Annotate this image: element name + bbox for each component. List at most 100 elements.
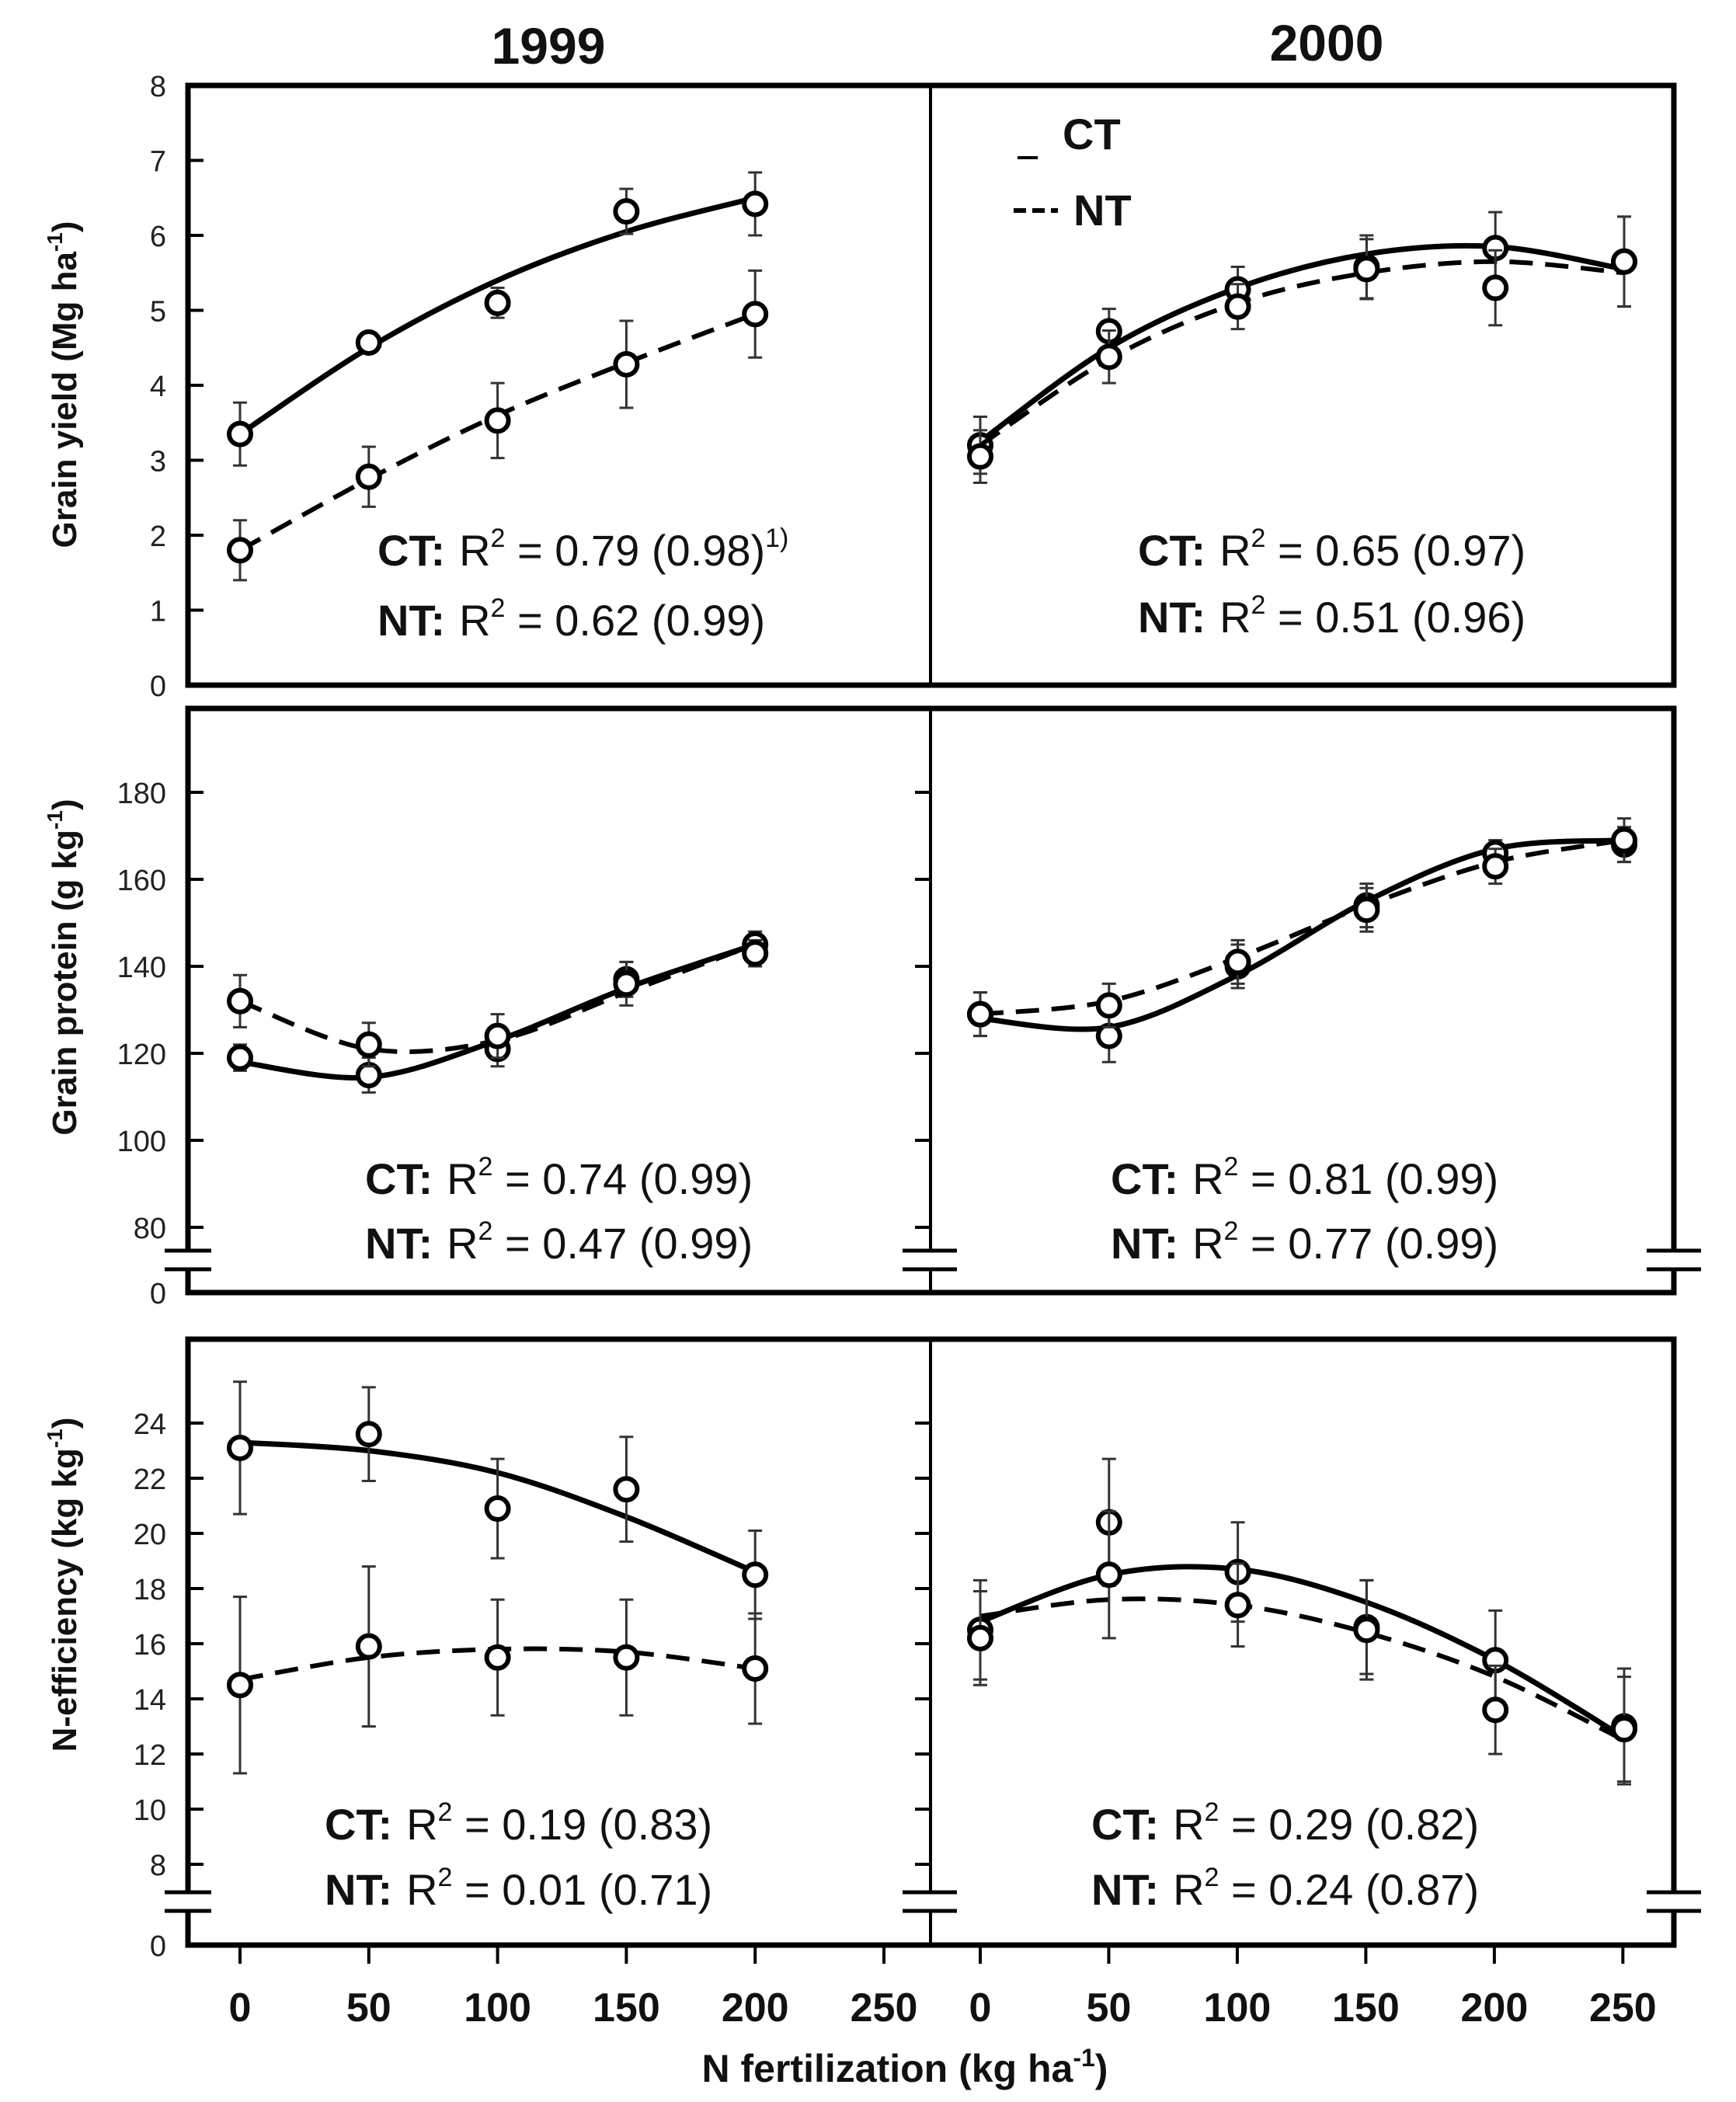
ytick-label: 3 <box>150 446 166 479</box>
fit-curve-ct <box>979 1564 1626 1740</box>
data-point-nt <box>1224 948 1251 976</box>
series-ct <box>227 171 769 467</box>
series-nt <box>227 938 769 1068</box>
data-point-nt <box>613 970 640 997</box>
ytick-label: 160 <box>117 865 166 897</box>
series-nt <box>227 1565 769 1775</box>
data-point-nt <box>613 1644 640 1671</box>
data-point-nt <box>1482 274 1509 301</box>
ytick-label: 0 <box>150 1930 166 1963</box>
chart-panel-2000-3 <box>967 1457 1637 1786</box>
chart-panel-2000-2 <box>967 817 1637 1063</box>
ytick-label: 24 <box>134 1408 166 1441</box>
ytick-label: 100 <box>117 1126 166 1158</box>
data-point-nt <box>742 301 769 328</box>
fit-curve-nt <box>979 1596 1626 1742</box>
ylabel-grain-yield: Grain yield (Mg ha-1) <box>43 221 84 548</box>
data-point-ct <box>484 1495 511 1523</box>
ytick-label: 10 <box>134 1794 166 1827</box>
legend-nt-label: NT <box>1073 186 1132 235</box>
series-ct <box>227 1380 769 1620</box>
data-point-ct <box>613 198 640 225</box>
year-title-2000: 2000 <box>1270 14 1384 71</box>
series-nt <box>967 817 1637 1038</box>
xtick-label: 50 <box>346 1985 391 2031</box>
data-point-nt <box>967 1001 993 1028</box>
ytick-label: 8 <box>150 71 166 103</box>
ytick-label: 180 <box>117 778 166 810</box>
axis-break-gap <box>165 1894 211 1909</box>
data-point-ct <box>484 289 511 316</box>
year-title-1999: 1999 <box>492 17 606 75</box>
series-ct <box>227 930 769 1094</box>
stat-nt-1: NT: R2 = 0.62 (0.99) <box>377 593 765 645</box>
chart-panel-1999-1 <box>227 171 769 582</box>
legend-ct-label: CT <box>1063 110 1121 158</box>
data-point-nt <box>742 940 769 967</box>
ytick-label: 7 <box>150 146 166 179</box>
ytick-label: 22 <box>134 1463 166 1496</box>
xtick-label: 150 <box>593 1985 660 2031</box>
stat-nt-2: NT: R2 = 0.51 (0.96) <box>1138 590 1526 642</box>
data-point-nt <box>1611 1716 1637 1743</box>
data-point-nt <box>1482 1697 1509 1724</box>
axis-break-gap <box>1647 1252 1701 1268</box>
series-nt <box>967 215 1637 484</box>
ytick-label: 2 <box>150 520 166 553</box>
ytick-label: 4 <box>150 371 166 403</box>
data-point-ct <box>355 1421 382 1448</box>
xtick-label: 100 <box>464 1985 531 2031</box>
data-point-nt <box>227 987 253 1014</box>
chart-panel-1999-2 <box>227 930 769 1094</box>
xtick-label: 250 <box>1589 1985 1657 2031</box>
data-point-ct <box>742 1561 769 1589</box>
xlabel-n-fertilization: N fertilization (kg ha-1) <box>702 2044 1108 2090</box>
data-point-nt <box>613 350 640 378</box>
data-point-nt <box>742 1655 769 1682</box>
data-point-nt <box>1482 853 1509 880</box>
xtick-label: 0 <box>229 1985 252 2031</box>
stat-ct-1: CT: R2 = 0.79 (0.98)1) <box>377 524 788 575</box>
ytick-label: 5 <box>150 296 166 329</box>
chart-panel-2000-1 <box>967 211 1637 484</box>
stat-ct-4: CT: R2 = 0.81 (0.99) <box>1111 1152 1498 1203</box>
fit-curve-nt <box>979 837 1625 1017</box>
axis-break-gap <box>165 1252 211 1268</box>
data-point-ct <box>227 420 253 447</box>
axis-break-gap <box>903 1252 957 1268</box>
axis-break-gap <box>1647 1894 1701 1909</box>
data-point-nt <box>1353 896 1380 924</box>
data-point-nt <box>484 1022 511 1049</box>
ytick-label: 12 <box>134 1739 166 1772</box>
fit-curve-ct <box>238 195 757 437</box>
data-point-nt <box>227 537 253 564</box>
stat-nt-4: NT: R2 = 0.77 (0.99) <box>1111 1216 1498 1268</box>
data-point-nt <box>1611 248 1637 275</box>
data-point-nt <box>484 407 511 434</box>
data-point-nt <box>1224 293 1251 320</box>
fit-curve-nt <box>979 259 1625 447</box>
stat-nt-3: NT: R2 = 0.47 (0.99) <box>365 1216 753 1268</box>
xtick-label: 0 <box>969 1985 992 2031</box>
data-point-nt <box>1095 343 1122 371</box>
data-point-nt <box>1095 1561 1122 1589</box>
data-point-nt <box>1353 256 1380 283</box>
stat-nt-6: NT: R2 = 0.24 (0.87) <box>1091 1863 1479 1914</box>
data-point-nt <box>355 1031 382 1058</box>
series-ct <box>967 826 1637 1063</box>
legend: CT NT <box>1014 110 1132 235</box>
xtick-label: 250 <box>851 1985 918 2031</box>
data-point-nt <box>355 463 382 490</box>
axis-break-gap <box>903 1894 957 1909</box>
xtick-label: 150 <box>1332 1985 1400 2031</box>
ytick-label: 14 <box>134 1684 166 1717</box>
ytick-label: 0 <box>150 670 166 703</box>
series-nt <box>227 269 769 582</box>
data-point-nt <box>967 443 993 470</box>
fit-curve-ct <box>979 837 1625 1032</box>
ytick-label: 140 <box>117 952 166 984</box>
data-point-nt <box>967 1624 993 1651</box>
series-nt <box>967 1510 1637 1783</box>
xtick-label: 200 <box>1460 1985 1528 2031</box>
stat-ct-2: CT: R2 = 0.65 (0.97) <box>1138 524 1526 575</box>
